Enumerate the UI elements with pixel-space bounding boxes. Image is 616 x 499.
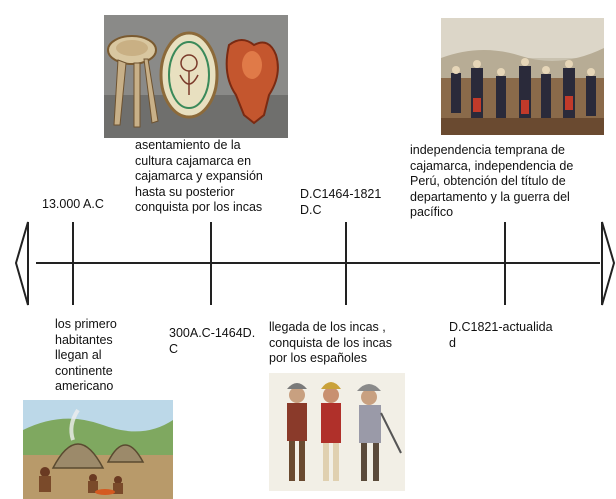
event-2-description: asentamiento de la cultura cajamarca en … (135, 138, 263, 214)
prehistoric-scene-image (23, 400, 173, 499)
left-arrow-icon (14, 221, 29, 306)
event-1-description: los primero habitantes llegan al contine… (55, 317, 117, 393)
event-2-date: 300A.C-1464D. C (169, 326, 256, 356)
event-1-date: 13.000 A.C (42, 197, 104, 211)
event-3-date: D.C1464-1821 D.C (300, 187, 382, 217)
right-arrow-icon (601, 221, 616, 306)
event-3-description: llegada de los incas , conquista de los … (269, 320, 392, 365)
ceramics-image (104, 15, 288, 138)
event-4-description: independencia temprana de cajamarca, ind… (410, 143, 574, 219)
event-4-date: D.C1821-actualida d (449, 320, 553, 350)
conquistadors-image (269, 373, 405, 491)
battle-painting-image (441, 18, 604, 135)
